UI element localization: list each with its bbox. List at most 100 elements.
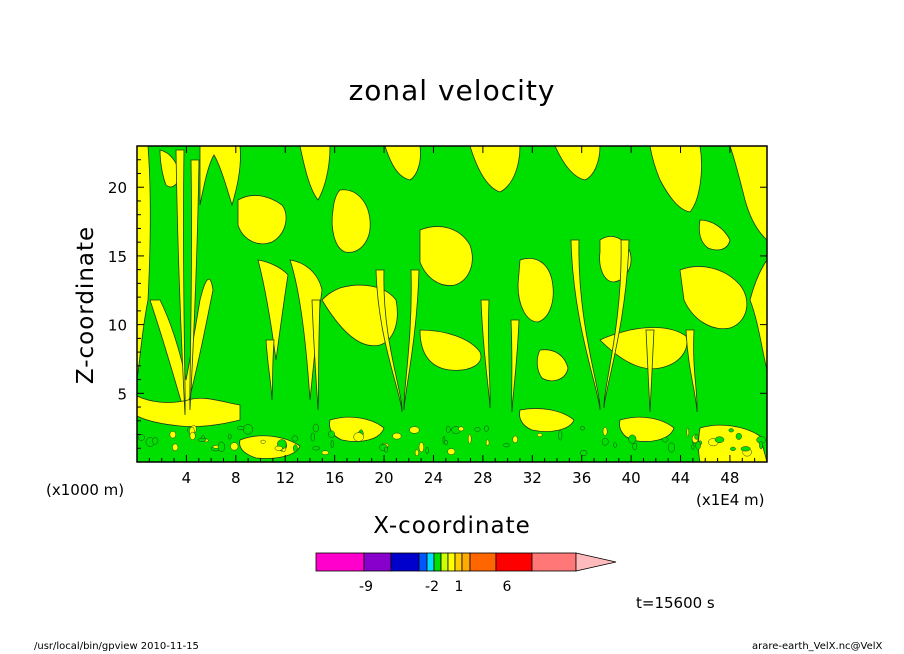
- chart-title: zonal velocity: [348, 74, 556, 107]
- positive-velocity-region: [419, 329, 482, 371]
- surface-cell: [425, 447, 429, 454]
- velocity-field: [137, 146, 767, 462]
- surface-cell: [152, 437, 159, 445]
- surface-cell: [384, 446, 389, 453]
- surface-cell: [291, 435, 299, 442]
- surface-cell: [447, 448, 456, 455]
- jet-contour: [510, 319, 520, 413]
- surface-cell: [759, 440, 763, 450]
- colorbar-segment: [363, 552, 392, 572]
- surface-cell: [330, 440, 334, 448]
- x-tick-label: 48: [720, 469, 739, 487]
- colorbar-segment: [454, 552, 463, 572]
- surface-cell: [662, 437, 669, 443]
- colorbar-label: 6: [503, 579, 512, 595]
- surface-cell: [409, 426, 420, 434]
- jet-contour: [175, 149, 186, 416]
- surface-cell: [632, 442, 638, 451]
- surface-cell: [321, 450, 329, 455]
- colorbar-segment: [531, 552, 577, 572]
- surface-cell: [694, 434, 699, 440]
- colorbar-segment: [426, 552, 435, 572]
- surface-cell: [169, 431, 177, 439]
- positive-velocity-region: [137, 395, 241, 428]
- positive-velocity-region: [419, 226, 473, 286]
- colorbar-segment: [390, 552, 420, 572]
- surface-cell: [613, 442, 617, 448]
- y-tick-label: 15: [108, 248, 127, 266]
- x-multiplier-label: (x1E4 m): [696, 491, 765, 509]
- surface-cell: [485, 439, 490, 446]
- jet-contour: [403, 269, 420, 411]
- x-tick-label: 36: [572, 469, 591, 487]
- surface-cell: [602, 426, 608, 436]
- colorbar-extend-arrow: [575, 552, 617, 572]
- footer-right: arare-earth_VelX.nc@VelX: [752, 641, 883, 652]
- surface-cell: [580, 426, 585, 431]
- positive-velocity-region: [469, 146, 521, 193]
- positive-velocity-region: [536, 349, 569, 382]
- surface-cell: [667, 442, 676, 453]
- colorbar-segment: [433, 552, 442, 572]
- surface-cell: [467, 434, 472, 444]
- positive-velocity-region: [384, 146, 421, 181]
- y-axis-label: Z-coordinate: [73, 225, 99, 385]
- x-tick-label: 12: [276, 469, 295, 487]
- surface-cell: [230, 442, 239, 451]
- colorbar-segment: [469, 552, 497, 572]
- colorbar-label: -9: [359, 579, 373, 595]
- surface-cell: [458, 426, 464, 432]
- colorbar: -9 -2 1 6: [315, 552, 617, 595]
- surface-cell: [414, 449, 419, 457]
- positive-velocity-region: [159, 149, 181, 188]
- positive-velocity-region: [649, 146, 702, 213]
- positive-velocity-region: [679, 266, 748, 330]
- surface-cell: [735, 432, 742, 440]
- jet-contour: [685, 329, 698, 413]
- surface-cell: [137, 434, 145, 441]
- y-tick-label: 5: [117, 385, 127, 403]
- surface-cell: [328, 430, 335, 439]
- positive-velocity-region: [517, 258, 554, 323]
- surface-cell: [628, 434, 637, 444]
- x-tick-label: 4: [182, 469, 192, 487]
- positive-velocity-region: [519, 408, 575, 432]
- surface-cell: [442, 435, 446, 444]
- positive-velocity-region: [237, 195, 287, 245]
- surface-cell: [740, 446, 751, 452]
- x-unit-label: (x1000 m): [46, 481, 125, 499]
- surface-cell: [418, 442, 425, 453]
- surface-cell: [293, 444, 298, 453]
- x-tick-label: 20: [375, 469, 394, 487]
- jet-contour: [265, 339, 275, 401]
- surface-cell: [730, 446, 736, 451]
- positive-velocity-region: [289, 259, 323, 401]
- surface-cell: [483, 425, 489, 432]
- surface-cell: [558, 430, 563, 441]
- colorbar-segment: [418, 552, 428, 572]
- surface-cell: [172, 443, 179, 451]
- colorbar-segment: [315, 552, 365, 572]
- x-tick-label: 24: [424, 469, 443, 487]
- colorbar-segment: [461, 552, 471, 572]
- x-tick-label: 40: [622, 469, 641, 487]
- surface-cell: [691, 443, 695, 450]
- surface-cell: [714, 436, 725, 443]
- positive-velocity-region: [331, 189, 371, 253]
- colorbar-label: 1: [455, 579, 464, 595]
- positive-velocity-region: [729, 146, 767, 241]
- surface-cell: [728, 428, 734, 433]
- positive-velocity-region: [137, 146, 151, 381]
- surface-cell: [310, 432, 315, 442]
- surface-cell: [686, 427, 690, 437]
- time-label: t=15600 s: [636, 594, 715, 612]
- surface-cell: [537, 432, 543, 438]
- colorbar-segment: [495, 552, 533, 572]
- positive-velocity-region: [554, 146, 601, 181]
- surface-cell: [227, 433, 232, 440]
- positive-velocity-region: [749, 259, 767, 371]
- jet-contour: [645, 329, 655, 413]
- jet-contour: [570, 239, 601, 411]
